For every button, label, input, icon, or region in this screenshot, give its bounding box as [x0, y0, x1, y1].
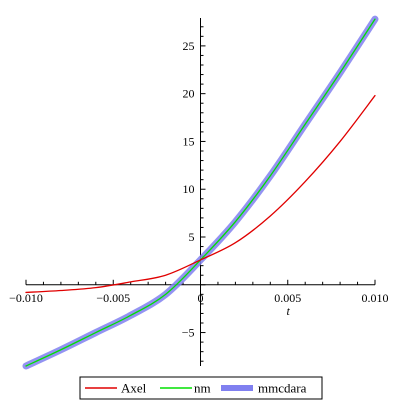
y-tick-label: 10 [183, 182, 195, 196]
x-tick-label: 0.005 [274, 291, 301, 305]
y-tick-label: 25 [183, 39, 195, 53]
series-layer [22, 15, 379, 370]
x-tick-label: 0.010 [362, 291, 389, 305]
y-tick-label: −5 [182, 326, 195, 340]
y-tick-label: 20 [183, 87, 195, 101]
legend-box [79, 376, 323, 400]
y-tick-label: 5 [189, 230, 195, 244]
legend: Axel nm mmcdara [79, 376, 323, 400]
x-tick-label: −0.005 [96, 291, 130, 305]
legend-label-mmcdara: mmcdara [258, 381, 307, 396]
x-tick-label: −0.010 [9, 291, 43, 305]
x-axis-title: t [286, 304, 290, 318]
y-tick-label: 15 [183, 134, 195, 148]
legend-label-axel: Axel [121, 381, 147, 396]
legend-label-nm: nm [194, 381, 211, 396]
axes [25, 18, 376, 366]
series-line-axel [25, 94, 376, 294]
tick-labels: −0.010 −0.005 0 0.005 0.010 −5 5 10 15 20 25 [9, 39, 388, 340]
x-tick-label: 0 [198, 291, 204, 305]
